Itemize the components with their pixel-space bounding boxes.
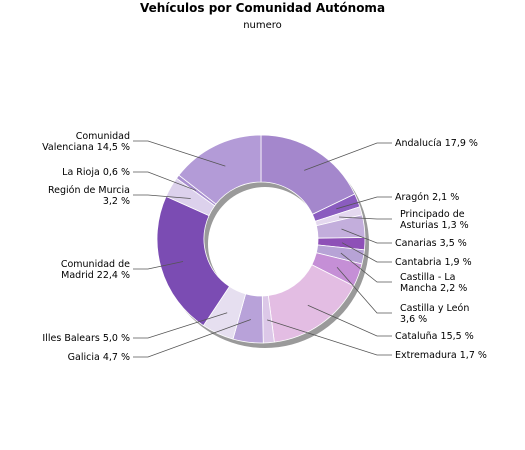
slice-4-leader-line [341,242,392,263]
slice-2-label: Principado de Asturias 1,3 % [400,209,469,231]
slice-4-label: Cantabria 1,9 % [395,257,472,268]
slice-11 [156,195,230,327]
slice-13-label: La Rioja 0,6 % [62,167,130,178]
slice-1-label-line-0: Aragón 2,1 % [395,192,459,203]
slice-11-leader-line [133,261,184,270]
slice-11-label-line-1: Madrid 22,4 % [61,270,130,281]
slice-3-leader-line [341,228,392,244]
slice-5-leader-line [340,252,392,283]
slice-0-leader-line [304,142,392,171]
slice-9-label: Galicia 4,7 % [68,352,130,363]
slice-2-label-line-0: Principado de [400,209,465,220]
chart-title: Vehículos por Comunidad Autónoma [139,1,386,15]
slice-10-label-line-0: Illes Balears 5,0 % [42,333,130,344]
slice-1-leader-line [336,196,392,210]
slice-5-label-line-1: Mancha 2,2 % [400,283,467,294]
slice-1-label: Aragón 2,1 % [395,192,459,203]
slice-12-label-line-0: Región de Murcia [48,185,130,196]
slice-4-label-line-0: Cantabria 1,9 % [395,257,472,268]
slice-11-label: Comunidad de Madrid 22,4 % [61,259,130,281]
slice-13-label-line-0: La Rioja 0,6 % [62,167,130,178]
slice-2-label-line-1: Asturias 1,3 % [400,220,469,231]
slice-2-leader-line [339,216,392,220]
slice-7-label-line-0: Cataluña 15,5 % [395,331,474,342]
slice-14-leader-line [133,140,226,167]
slice-6-label-line-1: 3,6 % [400,314,427,325]
slice-12-label-line-1: 3,2 % [103,196,130,207]
slice-9-label-line-0: Galicia 4,7 % [68,352,130,363]
slice-8-label: Extremadura 1,7 % [395,350,487,361]
slice-8-label-line-0: Extremadura 1,7 % [395,350,487,361]
slice-5-label-line-0: Castilla - La [400,272,455,283]
slices [156,134,366,344]
slice-3-label: Canarias 3,5 % [395,238,467,249]
slice-9-leader-line [133,319,251,358]
slice-6-label-line-0: Castilla y León [400,303,469,314]
slice-14 [178,134,262,205]
slice-5-label: Castilla - La Mancha 2,2 % [400,272,467,294]
slice-10-label: Illes Balears 5,0 % [42,333,130,344]
slice-0-label: Andalucía 17,9 % [395,138,478,149]
slice-10-leader-line [133,312,228,339]
slice-11-label-line-0: Comunidad de [61,259,130,270]
leader-lines [133,140,392,358]
slice-12-label: Región de Murcia 3,2 % [48,185,130,207]
slice-13-leader-line [133,171,197,191]
slice-6-leader-line [336,267,392,314]
slice-6-label: Castilla y León 3,6 % [400,303,469,325]
slice-0-label-line-0: Andalucía 17,9 % [395,138,478,149]
slice-12-leader-line [133,194,191,199]
slice-14-label-line-0: Comunidad [76,131,130,142]
slice-labels: Andalucía 17,9 % Aragón 2,1 % Principado d… [42,131,487,363]
slice-7-label: Cataluña 15,5 % [395,331,474,342]
slice-7-leader-line [307,304,392,337]
slice-14-label: Comunidad Valenciana 14,5 % [42,131,130,153]
slice-8-leader-line [266,319,392,356]
chart-subtitle: numero [243,20,282,31]
slice-3-label-line-0: Canarias 3,5 % [395,238,467,249]
slice-14-label-line-1: Valenciana 14,5 % [42,142,130,153]
